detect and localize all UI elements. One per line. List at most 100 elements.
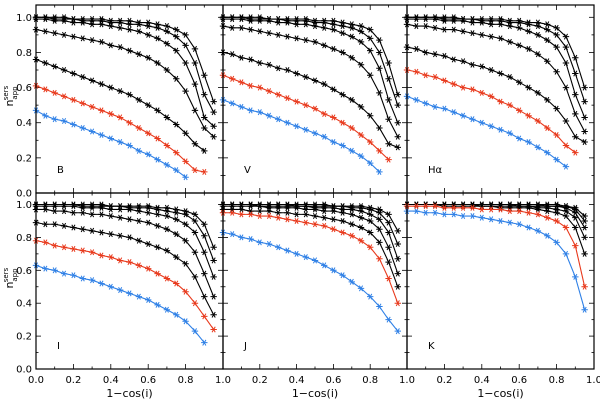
data-point-marker [525, 201, 532, 208]
data-point-marker [516, 79, 523, 86]
data-point-marker [553, 131, 560, 139]
data-point-marker [88, 128, 96, 135]
data-point-marker [191, 167, 199, 174]
data-point-marker [394, 119, 401, 126]
data-point-marker [275, 209, 282, 216]
data-point-marker [385, 316, 392, 323]
data-point-marker [173, 149, 180, 156]
data-point-marker [210, 326, 217, 333]
data-point-marker [98, 107, 105, 114]
data-point-marker [367, 26, 374, 33]
data-point-marker [173, 167, 180, 174]
data-point-marker [126, 21, 133, 28]
data-point-marker [330, 21, 337, 28]
series-line [222, 99, 380, 173]
series-n=3 [32, 56, 208, 154]
data-point-marker [238, 24, 245, 31]
data-point-marker [60, 93, 68, 100]
y-tick-label: 0.4 [16, 299, 32, 310]
data-point-marker [210, 293, 217, 300]
data-point-marker [265, 240, 273, 248]
data-point-marker [516, 221, 523, 228]
data-point-marker [478, 214, 485, 221]
data-point-marker [385, 229, 392, 236]
data-point-marker [256, 109, 263, 116]
data-point-marker [330, 267, 337, 274]
data-point-marker [154, 222, 161, 229]
series-line [406, 69, 576, 154]
data-point-marker [210, 244, 217, 251]
data-point-marker [98, 131, 105, 139]
data-point-marker [553, 201, 560, 208]
data-point-marker [116, 232, 124, 239]
panel-band-label: J [243, 341, 247, 352]
x-tick-label: 0.2 [436, 375, 452, 386]
data-point-marker [210, 98, 217, 105]
data-point-marker [367, 139, 374, 146]
data-point-marker [51, 208, 58, 215]
data-point-marker [441, 211, 448, 218]
data-point-marker [357, 237, 365, 244]
data-point-marker [376, 124, 383, 132]
data-point-marker [88, 21, 96, 28]
data-point-marker [191, 229, 199, 236]
data-point-marker [42, 265, 49, 272]
data-point-marker [581, 98, 588, 105]
data-point-marker [107, 23, 114, 30]
y-tick-label: 1.0 [16, 13, 32, 24]
data-point-marker [60, 208, 68, 215]
data-point-marker [302, 201, 309, 208]
data-point-marker [135, 51, 143, 58]
data-point-marker [229, 206, 236, 213]
data-point-marker [413, 14, 420, 21]
panel-k: K [403, 192, 595, 370]
data-point-marker [98, 280, 105, 287]
data-point-marker [339, 206, 346, 213]
data-point-marker [191, 249, 199, 256]
series-n=4 [32, 26, 217, 140]
data-point-marker [431, 24, 439, 31]
data-point-marker [441, 52, 448, 59]
panels-layer: B V Hα I J K [32, 4, 595, 370]
data-point-marker [572, 149, 579, 156]
y-axis-title-superscript: sers [2, 85, 10, 100]
data-point-marker [210, 123, 217, 130]
series-n=6 [403, 14, 588, 105]
series-n=7 [219, 14, 401, 98]
data-point-marker [311, 105, 319, 112]
data-point-marker [256, 201, 263, 208]
data-point-marker [562, 224, 570, 231]
data-point-marker [302, 102, 309, 109]
data-point-marker [581, 283, 588, 290]
x-tick-label: 0.8 [362, 375, 378, 386]
data-point-marker [201, 270, 208, 277]
data-point-marker [311, 23, 319, 30]
data-point-marker [506, 38, 514, 45]
data-point-marker [51, 201, 58, 208]
data-point-marker [60, 117, 68, 124]
data-point-marker [497, 70, 504, 77]
data-point-marker [98, 211, 105, 218]
data-point-marker [107, 254, 114, 261]
data-point-marker [506, 208, 514, 215]
data-point-marker [413, 23, 420, 30]
y-axis-title-subscript: app [11, 86, 19, 100]
series-line [222, 231, 399, 332]
series-n=4 [32, 206, 217, 300]
data-point-marker [229, 201, 236, 208]
panel-ticks [406, 193, 595, 370]
data-point-marker [88, 16, 96, 23]
data-point-marker [191, 217, 199, 224]
data-point-marker [238, 14, 245, 21]
data-point-marker [191, 45, 199, 52]
data-point-marker [431, 103, 439, 110]
data-point-marker [256, 208, 263, 215]
data-point-marker [534, 31, 542, 38]
data-point-marker [459, 204, 467, 211]
data-point-marker [497, 126, 504, 133]
data-point-marker [376, 65, 383, 72]
data-point-marker [42, 239, 49, 246]
data-point-marker [572, 54, 579, 61]
data-point-marker [572, 133, 579, 140]
x-tick-label: 1.0 [586, 375, 600, 386]
